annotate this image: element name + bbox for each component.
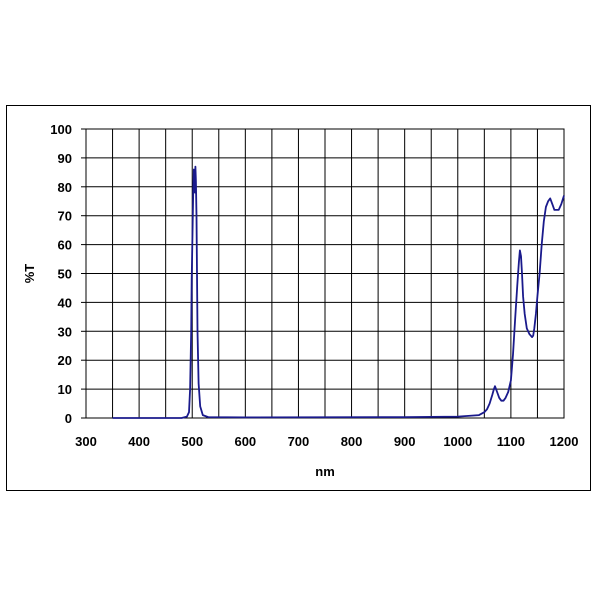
y-tick-label: 60 — [58, 238, 72, 253]
y-tick-label: 90 — [58, 151, 72, 166]
x-axis-title: nm — [315, 464, 335, 479]
x-tick-label: 900 — [394, 434, 416, 449]
y-tick-label: 10 — [58, 382, 72, 397]
transmission-series-line — [112, 165, 565, 419]
x-tick-label: 1000 — [443, 434, 472, 449]
x-tick-label: 1200 — [550, 434, 579, 449]
x-tick-label: 1100 — [497, 434, 525, 449]
chart-grid — [85, 128, 565, 419]
y-axis-title: %T — [22, 264, 37, 284]
x-tick-label: 400 — [128, 434, 150, 449]
y-tick-label: 0 — [65, 411, 72, 426]
x-tick-label: 300 — [75, 434, 97, 449]
y-tick-label: 40 — [58, 295, 72, 310]
y-tick-label: 50 — [58, 267, 72, 282]
y-tick-label: 80 — [58, 180, 72, 195]
y-tick-label: 20 — [58, 353, 72, 368]
y-tick-label: 70 — [58, 209, 72, 224]
x-tick-label: 500 — [181, 434, 203, 449]
chart-series — [112, 165, 565, 419]
x-tick-label: 700 — [288, 434, 310, 449]
chart-ticks: 0 10 20 30 40 50 60 70 80 90 100 300 400 500 600 700 800… — [50, 122, 578, 449]
spectrum-chart: 0 10 20 30 40 50 60 70 80 90 100 300 400 500 600 700 800… — [22, 122, 578, 479]
x-tick-label: 800 — [341, 434, 363, 449]
x-tick-label: 600 — [234, 434, 256, 449]
y-tick-label: 30 — [58, 324, 72, 339]
y-tick-label: 100 — [50, 122, 72, 137]
chart-frame: 0 10 20 30 40 50 60 70 80 90 100 300 400 500 600 700 800… — [6, 105, 591, 491]
